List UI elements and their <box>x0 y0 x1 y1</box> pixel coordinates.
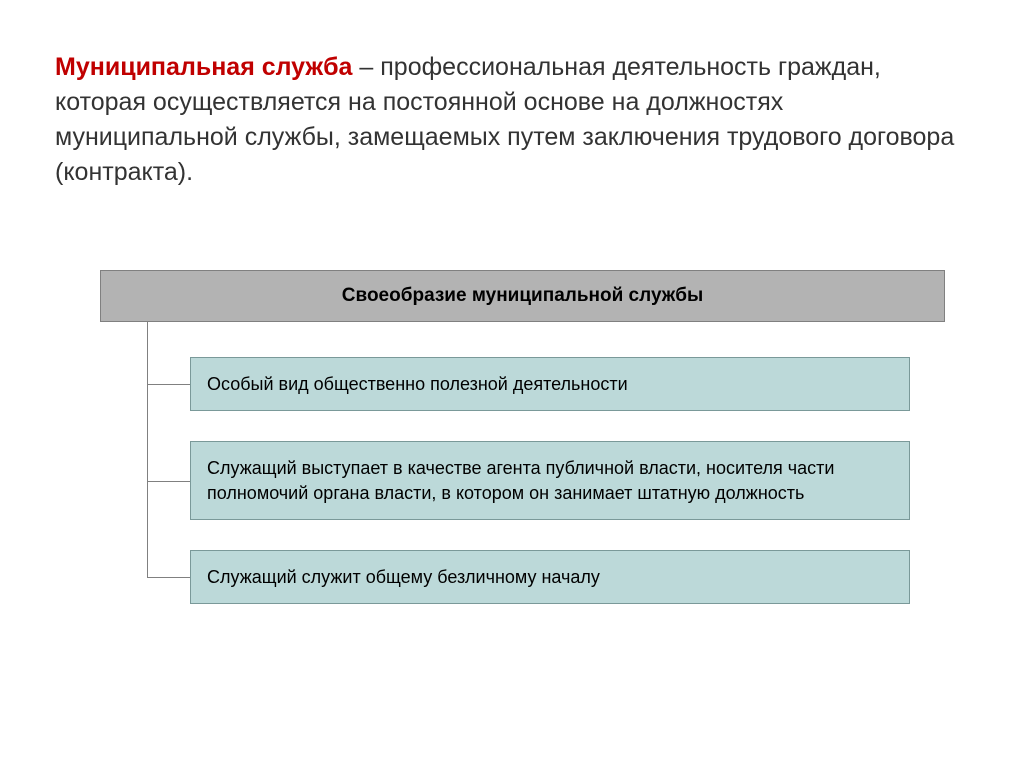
diagram-item: Служащий служит общему безличному началу <box>190 550 910 604</box>
diagram-item: Особый вид общественно полезной деятельн… <box>190 357 910 411</box>
connector-line <box>147 481 190 482</box>
connector-line <box>147 577 190 578</box>
diagram-item: Служащий выступает в качестве агента пуб… <box>190 441 910 520</box>
hierarchy-diagram: Своеобразие муниципальной службы Особый … <box>100 270 945 604</box>
definition-dash: – <box>352 53 380 81</box>
connector-line <box>147 384 190 385</box>
connector-trunk <box>147 322 148 577</box>
diagram-header: Своеобразие муниципальной службы <box>100 270 945 322</box>
diagram-items-container: Особый вид общественно полезной деятельн… <box>100 322 945 604</box>
definition-paragraph: Муниципальная служба – профессиональная … <box>55 50 969 190</box>
definition-term: Муниципальная служба <box>55 53 352 81</box>
